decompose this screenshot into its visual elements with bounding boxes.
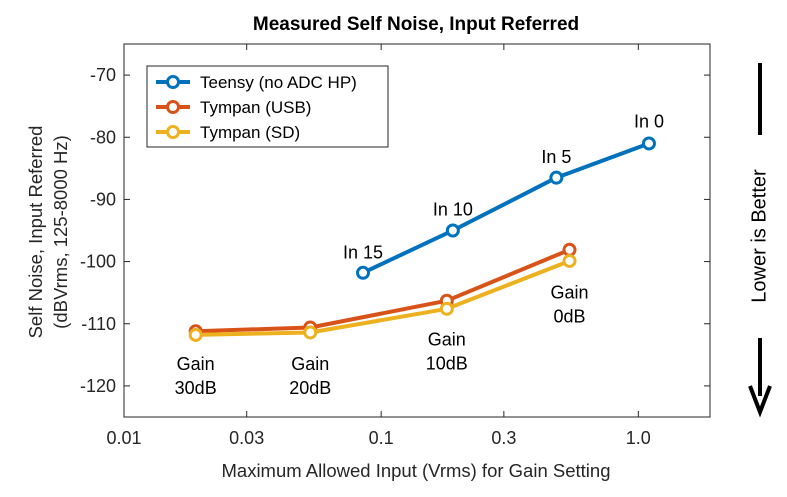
data-point [549, 170, 564, 185]
data-point [303, 325, 318, 340]
data-point [356, 265, 371, 280]
annotation: Gain 10dB [426, 329, 468, 373]
y-tick-label: -100 [80, 252, 116, 272]
legend-swatch-marker [166, 100, 180, 114]
data-point [188, 327, 203, 342]
annotation: In 5 [541, 147, 571, 167]
y-tick-label: -70 [90, 65, 116, 85]
series [356, 136, 656, 280]
y-tick-label: -80 [90, 127, 116, 147]
series-line [195, 259, 571, 337]
annotation-text: In 15 [343, 242, 383, 262]
annotation-text: Gain [550, 283, 588, 303]
annotation: In 0 [634, 112, 664, 132]
chart-title: Measured Self Noise, Input Referred [253, 14, 579, 35]
annotation-text: 10dB [426, 353, 468, 373]
data-point [439, 301, 454, 316]
annotation-text: Gain [291, 354, 329, 374]
annotation: Gain 20dB [289, 354, 331, 398]
annotation-text: In 0 [634, 112, 664, 132]
y-tick-label: -120 [80, 376, 116, 396]
legend-swatch-marker [166, 125, 180, 139]
down-arrow-icon [748, 385, 772, 418]
annotation-text: Gain [428, 329, 466, 349]
x-tick-label: 1.0 [626, 428, 651, 448]
annotation-text: 30dB [175, 378, 217, 398]
axes: 0.01 0.03 0.1 0.3 1.0 -120 -110 -100 -90 -80 -70 [80, 44, 710, 448]
annotation: In 10 [433, 199, 473, 219]
series-line [195, 247, 571, 334]
legend: Teensy (no ADC HP) Tympan (USB) Tympan (SD… [146, 65, 389, 148]
series-line [362, 141, 650, 275]
y-axis-label-line1: Self Noise, Input Referred [25, 126, 46, 339]
x-tick-label: 0.01 [106, 428, 141, 448]
y-tick-label: -90 [90, 189, 116, 209]
annotation-layer: In 15 In 10 In 5 In 0 Gain 30dB Gain 20dB Gain 10… [175, 112, 664, 398]
annotation: In 15 [343, 242, 383, 262]
x-tick-label: 0.1 [369, 428, 394, 448]
annotation-text: 0dB [553, 307, 585, 327]
y-axis-label-line2: (dBVrms, 125-8000 Hz) [50, 135, 71, 329]
series-layer [188, 136, 656, 342]
series [188, 253, 577, 342]
legend-label: Teensy (no ADC HP) [200, 73, 357, 92]
data-point [562, 253, 577, 268]
legend-label: Tympan (USB) [200, 98, 311, 117]
lower-is-better-indicator: Lower is Better [748, 63, 772, 418]
annotation: Gain 30dB [175, 354, 217, 398]
x-axis-label: Maximum Allowed Input (Vrms) for Gain Se… [222, 460, 611, 481]
annotation-text: 20dB [289, 378, 331, 398]
legend-label: Tympan (SD) [200, 123, 300, 142]
annotation-text: Gain [177, 354, 215, 374]
annotation-text: In 10 [433, 199, 473, 219]
legend-swatch-marker [166, 75, 180, 89]
annotation-text: In 5 [541, 147, 571, 167]
data-point [641, 136, 656, 151]
data-point [445, 223, 460, 238]
side-note: Lower is Better [748, 169, 770, 303]
annotation: Gain 0dB [550, 283, 588, 327]
y-tick-label: -110 [81, 314, 116, 334]
x-tick-label: 0.03 [229, 428, 264, 448]
x-tick-label: 0.3 [491, 428, 516, 448]
data-point [562, 242, 577, 257]
